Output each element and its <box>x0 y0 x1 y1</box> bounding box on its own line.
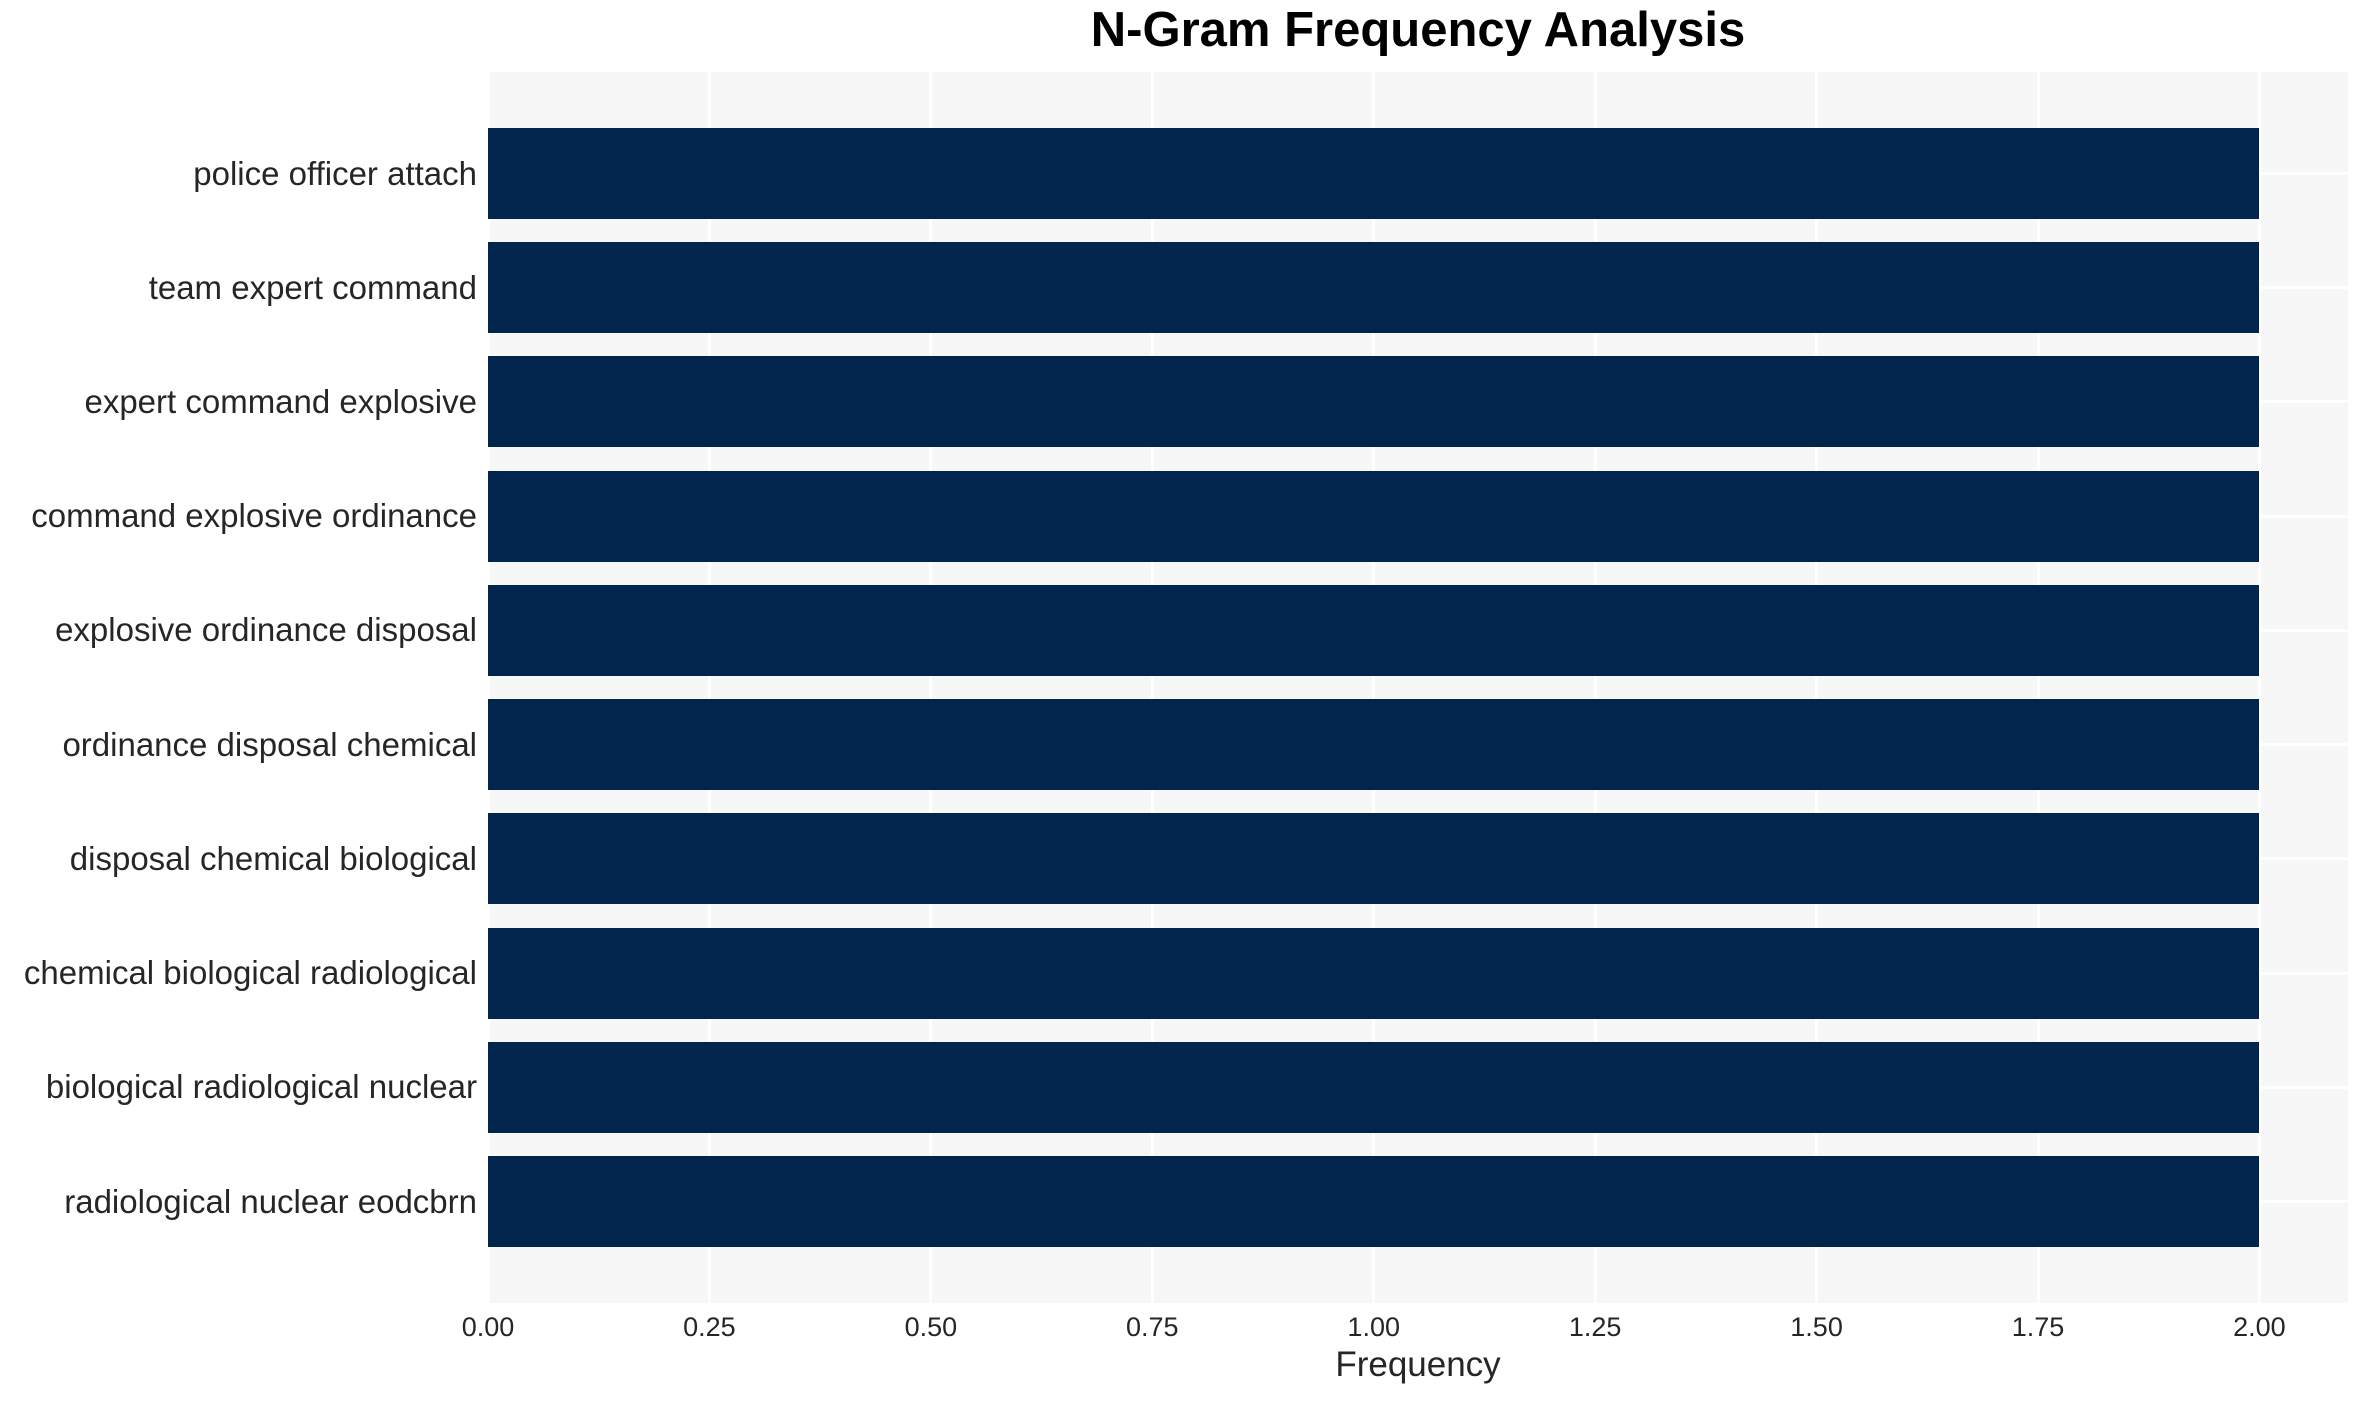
vertical-gridline <box>488 72 490 1303</box>
chart-title: N-Gram Frequency Analysis <box>1090 3 1746 57</box>
bar <box>488 927 2260 1019</box>
y-tick-label: expert command explosive <box>84 382 477 420</box>
y-tick-label: police officer attach <box>193 154 477 192</box>
y-tick-label: radiological nuclear eodcbrn <box>64 1182 477 1220</box>
bar <box>488 242 2260 334</box>
bar <box>488 1041 2260 1133</box>
x-tick-label: 1.25 <box>1568 1312 1622 1342</box>
vertical-gridline <box>2036 72 2040 1303</box>
x-tick-label: 1.75 <box>2011 1312 2065 1342</box>
y-tick-label: explosive ordinance disposal <box>55 611 477 649</box>
vertical-gridline <box>1593 72 1597 1303</box>
x-tick-label: 1.50 <box>1790 1312 1843 1342</box>
bar <box>488 813 2260 905</box>
vertical-gridline <box>1372 72 1376 1303</box>
y-tick-label: team expert command <box>148 268 477 306</box>
vertical-gridline <box>929 72 933 1303</box>
bar <box>488 356 2260 448</box>
x-tick-label: 1.00 <box>1347 1312 1400 1342</box>
y-tick-label: disposal chemical biological <box>69 839 477 877</box>
x-tick-label: 0.25 <box>683 1312 736 1342</box>
vertical-gridline <box>707 72 711 1303</box>
x-tick-label: 0.75 <box>1126 1312 1179 1342</box>
x-tick-label: 0.00 <box>461 1312 515 1342</box>
x-tick-label: 0.50 <box>904 1312 958 1342</box>
bar <box>488 128 2260 219</box>
vertical-gridline <box>1815 72 1819 1303</box>
y-tick-label: ordinance disposal chemical <box>62 725 477 763</box>
x-tick-label: 2.00 <box>2233 1312 2286 1342</box>
vertical-gridline <box>2257 72 2261 1303</box>
bar <box>488 699 2260 791</box>
vertical-gridline <box>1150 72 1154 1303</box>
plot-area <box>488 72 2348 1303</box>
y-tick-label: command explosive ordinance <box>31 497 477 535</box>
y-tick-label: chemical biological radiological <box>23 954 477 992</box>
y-tick-label: biological radiological nuclear <box>45 1068 477 1106</box>
bar <box>488 1156 2260 1247</box>
bar <box>488 584 2260 676</box>
bar <box>488 470 2260 562</box>
x-axis-label: Frequency <box>1335 1345 1501 1384</box>
